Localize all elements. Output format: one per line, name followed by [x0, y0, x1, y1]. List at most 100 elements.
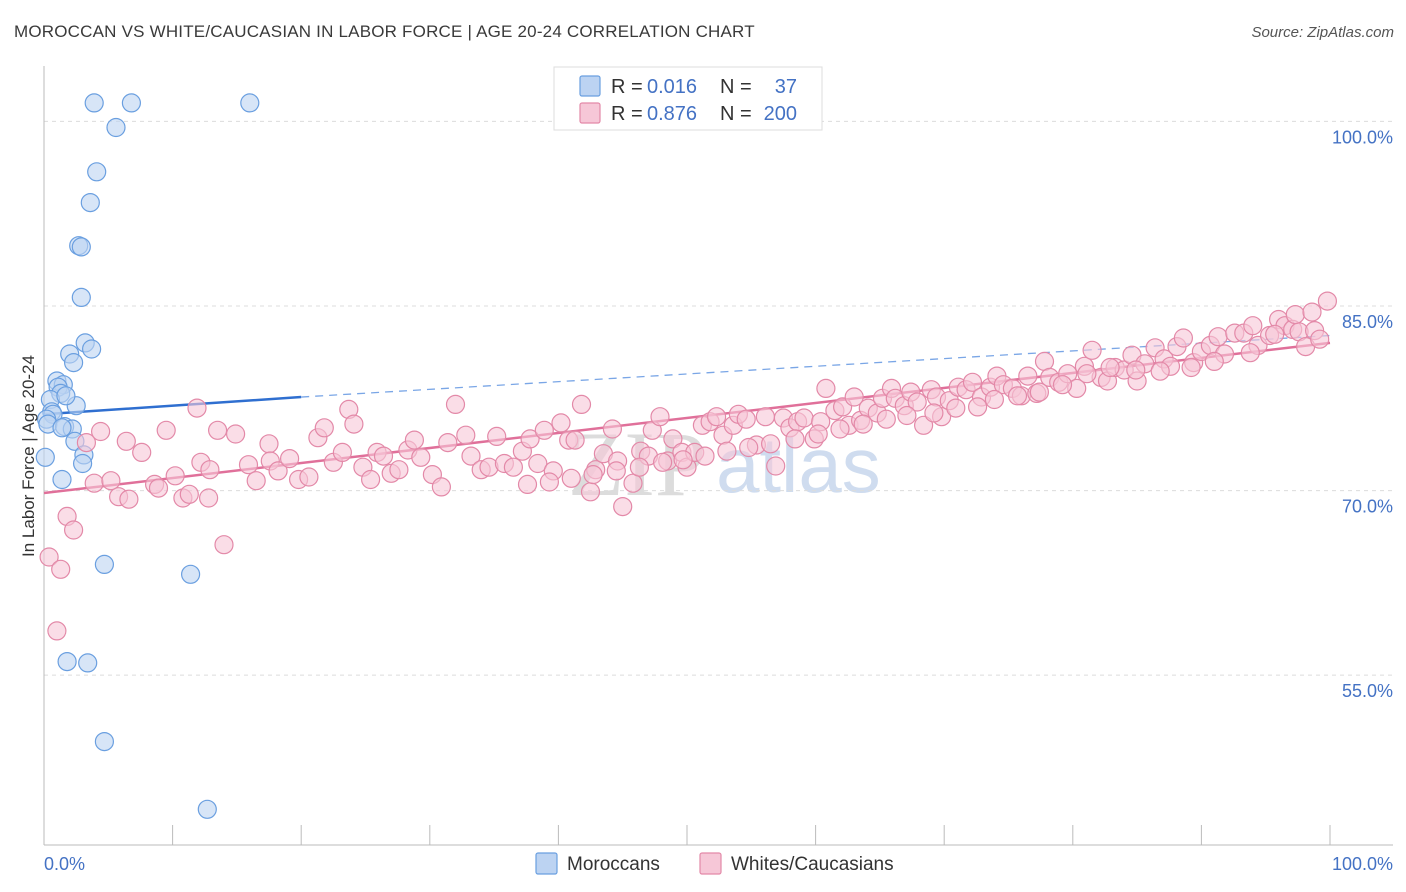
- point-whites-190: [785, 429, 805, 449]
- legend-bottom-label-moroccans: Moroccans: [567, 854, 660, 875]
- legend-n-label-0: N =: [720, 76, 752, 98]
- legend-n-label-1: N =: [720, 103, 752, 125]
- point-whites-7: [90, 421, 111, 442]
- y-axis-title: In Labor Force | Age 20-24: [19, 355, 38, 557]
- point-whites-114: [907, 392, 927, 412]
- point-whites-93: [755, 407, 776, 427]
- point-whites-79: [650, 407, 670, 427]
- point-moroccans-2: [240, 93, 260, 113]
- point-whites-28: [259, 434, 279, 454]
- point-whites-180: [1007, 386, 1028, 406]
- legend-bottom-label-whites: Whites/Caucasians: [731, 854, 894, 875]
- legend-correlation: R = 0.016 N = 37 R = 0.876 N = 200: [553, 66, 823, 131]
- point-whites-177: [1077, 364, 1097, 384]
- point-moroccans-31: [52, 469, 72, 490]
- point-whites-48: [411, 447, 431, 467]
- point-whites-41: [361, 469, 381, 490]
- point-whites-193: [717, 441, 737, 461]
- point-whites-192: [739, 437, 759, 458]
- point-whites-153: [1208, 327, 1228, 347]
- point-whites-81: [663, 429, 683, 449]
- point-whites-23: [208, 420, 228, 440]
- point-whites-122: [962, 372, 983, 392]
- point-whites-168: [1285, 305, 1305, 325]
- point-whites-201: [539, 472, 560, 492]
- point-whites-2: [47, 621, 67, 641]
- point-whites-173: [1181, 357, 1201, 378]
- point-whites-174: [1150, 361, 1170, 381]
- point-moroccans-37: [197, 799, 217, 819]
- point-moroccans-12: [63, 353, 84, 373]
- point-whites-171: [1240, 343, 1260, 363]
- legend-swatch-whites: [579, 102, 601, 124]
- point-whites-15: [156, 420, 176, 440]
- point-whites-26: [238, 455, 259, 475]
- point-moroccans-36: [94, 731, 115, 752]
- point-whites-195: [673, 450, 693, 470]
- point-moroccans-30: [72, 453, 93, 474]
- legend-r-label-0: R =: [611, 76, 643, 98]
- point-whites-33: [299, 467, 319, 487]
- point-moroccans-4: [87, 162, 107, 182]
- point-whites-35: [314, 418, 334, 438]
- point-whites-194: [695, 446, 715, 466]
- point-whites-197: [629, 457, 650, 477]
- point-whites-169: [1302, 302, 1322, 322]
- point-whites-59: [503, 457, 524, 477]
- point-whites-43: [373, 446, 394, 466]
- point-whites-94: [766, 456, 786, 476]
- point-whites-30: [268, 461, 288, 481]
- point-whites-19: [187, 398, 207, 418]
- point-moroccans-10: [81, 339, 102, 359]
- point-whites-149: [1173, 328, 1194, 348]
- legend-bottom-swatch-moroccans: [535, 852, 558, 875]
- legend-swatch-moroccans: [579, 75, 601, 97]
- point-whites-131: [1034, 351, 1055, 371]
- point-whites-50: [431, 477, 451, 497]
- point-whites-51: [438, 433, 458, 453]
- point-whites-199: [583, 465, 603, 485]
- point-whites-167: [1317, 291, 1338, 311]
- point-whites-188: [830, 419, 850, 439]
- point-whites-87: [706, 407, 727, 427]
- point-whites-52: [445, 394, 466, 414]
- y-tick-label-2: 70.0%: [1342, 497, 1393, 517]
- legend-n-value-1: 200: [764, 103, 797, 125]
- point-moroccans-3: [106, 117, 126, 138]
- point-whites-91: [736, 409, 756, 429]
- point-whites-75: [623, 473, 643, 493]
- point-whites-25: [226, 424, 246, 444]
- point-whites-24: [214, 535, 234, 555]
- point-whites-0: [39, 547, 59, 567]
- point-whites-63: [534, 420, 554, 440]
- grid-lines: [44, 120, 1393, 676]
- legend-r-value-1: 0.876: [647, 103, 697, 125]
- point-whites-74: [613, 497, 633, 517]
- point-whites-12: [132, 442, 152, 462]
- point-whites-6: [84, 473, 104, 493]
- point-whites-176: [1100, 357, 1120, 378]
- point-moroccans-7: [71, 237, 91, 257]
- chart-source: Source: ZipAtlas.com: [1251, 24, 1394, 41]
- point-whites-172: [1204, 351, 1224, 371]
- point-whites-202: [517, 474, 538, 494]
- point-moroccans-35: [78, 653, 98, 673]
- point-whites-21: [199, 488, 219, 508]
- point-whites-8: [101, 471, 121, 491]
- point-whites-69: [580, 482, 601, 502]
- y-tick-labels: 100.0% 85.0% 70.0% 55.0%: [1332, 127, 1393, 701]
- point-moroccans-0: [84, 93, 104, 113]
- point-whites-37: [332, 442, 352, 462]
- point-whites-198: [606, 461, 626, 481]
- point-whites-105: [844, 387, 864, 407]
- point-moroccans-26: [52, 418, 72, 438]
- point-whites-10: [116, 431, 136, 451]
- point-whites-4: [63, 520, 84, 540]
- point-whites-115: [913, 415, 934, 435]
- legend-bottom-swatch-whites: [699, 852, 722, 875]
- point-moroccans-8: [71, 287, 91, 307]
- point-whites-98: [794, 408, 814, 428]
- point-whites-57: [487, 426, 507, 446]
- legend-series: Moroccans Whites/Caucasians: [535, 852, 894, 875]
